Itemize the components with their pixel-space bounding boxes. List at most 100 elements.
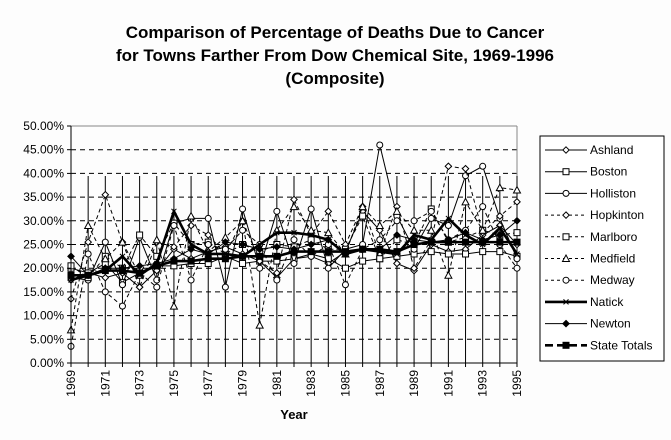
x-tick-label: 1989 xyxy=(407,370,421,397)
legend-label: Marlboro xyxy=(590,230,638,244)
marker-triangle-open xyxy=(426,225,436,234)
marker-circle-open xyxy=(562,189,570,197)
marker-diamond-filled xyxy=(461,228,470,237)
y-tick-label: 15.00% xyxy=(23,285,64,299)
marker-triangle-open xyxy=(375,220,385,230)
marker-triangle-open xyxy=(169,301,179,310)
marker-triangle-open xyxy=(392,206,402,215)
marker-triangle-open xyxy=(186,211,196,220)
marker-x xyxy=(273,229,280,236)
marker-circle-open xyxy=(187,276,195,284)
marker-x xyxy=(496,225,503,231)
legend-item: Natick xyxy=(545,295,624,309)
x-axis: 1969 1971 1973 1975 1977 1979 1981 1983 1985 1987… xyxy=(64,362,524,397)
marker-circle-open xyxy=(118,302,126,310)
marker-square-filled xyxy=(359,245,367,253)
marker-circle-open xyxy=(290,236,298,244)
y-tick-label: 0.00% xyxy=(30,356,64,370)
legend-item: Marlboro xyxy=(545,230,638,244)
marker-x xyxy=(171,208,177,215)
title-line-2: for Towns Farther From Dow Chemical Site… xyxy=(116,46,554,65)
legend-item: Newton xyxy=(545,317,631,331)
marker-diamond-filled xyxy=(495,231,504,239)
marker-square-filled xyxy=(513,238,521,246)
marker-circle-open xyxy=(101,238,109,246)
marker-x xyxy=(308,232,315,238)
marker-x xyxy=(514,251,520,257)
y-axis: 0.00% 5.00% 10.00% 15.00% 20.00% 25.00% 30.00%… xyxy=(23,119,72,370)
marker-circle-open xyxy=(444,222,452,230)
marker-diamond-filled xyxy=(187,245,195,254)
y-tick-label: 5.00% xyxy=(30,332,64,346)
legend-item: Holliston xyxy=(545,186,636,200)
x-tick-label: 1983 xyxy=(304,370,318,397)
marker-square-open xyxy=(562,233,570,241)
x-tick-label: 1969 xyxy=(64,370,78,397)
marker-circle-open xyxy=(376,141,384,149)
marker-triangle-open xyxy=(118,237,127,246)
marker-circle-open xyxy=(118,281,126,289)
marker-diamond-open xyxy=(135,283,144,292)
x-tick-label: 1971 xyxy=(98,370,112,397)
x-tick-label: 1985 xyxy=(338,370,352,397)
marker-diamond-open xyxy=(562,146,570,154)
marker-circle-open xyxy=(462,172,470,180)
legend-item: Hopkinton xyxy=(545,208,644,222)
marker-circle-open xyxy=(324,264,332,272)
marker-circle-open xyxy=(273,207,281,215)
marker-diamond-open xyxy=(170,242,178,251)
marker-square-open xyxy=(444,250,452,258)
marker-x xyxy=(445,215,452,222)
marker-square-open xyxy=(376,255,384,263)
marker-triangle-open xyxy=(409,225,419,234)
marker-square-filled xyxy=(341,248,349,256)
legend-item: State Totals xyxy=(545,338,652,352)
marker-square-filled xyxy=(427,238,435,246)
marker-diamond-open xyxy=(101,190,110,199)
marker-triangle-open xyxy=(289,202,299,211)
marker-square-filled xyxy=(376,245,384,253)
marker-diamond-filled xyxy=(324,235,333,244)
marker-square-open xyxy=(462,250,470,258)
marker-diamond-filled xyxy=(562,319,570,328)
marker-triangle-open xyxy=(561,253,571,262)
series-medfield xyxy=(66,183,522,334)
marker-circle-open xyxy=(170,222,178,230)
x-tick-label: 1977 xyxy=(201,370,215,397)
marker-square-filled xyxy=(239,252,247,260)
marker-square-filled xyxy=(307,248,315,256)
marker-triangle-open xyxy=(238,216,247,225)
marker-square-filled xyxy=(444,238,452,246)
marker-triangle-open xyxy=(358,202,367,211)
legend-label: State Totals xyxy=(590,338,652,352)
marker-circle-open xyxy=(221,283,229,291)
marker-triangle-open xyxy=(444,270,453,279)
marker-circle-open xyxy=(153,283,161,291)
marker-square-filled xyxy=(273,252,281,260)
x-tick-label: 1981 xyxy=(270,370,284,397)
marker-circle-open xyxy=(84,250,92,258)
marker-square-filled xyxy=(496,238,504,246)
marker-diamond-open xyxy=(444,162,453,171)
marker-circle-open xyxy=(376,236,384,244)
marker-triangle-open xyxy=(323,228,333,237)
x-axis-label: Year xyxy=(280,407,307,422)
marker-x xyxy=(563,299,569,305)
y-tick-label: 40.00% xyxy=(23,166,64,180)
marker-square-filled xyxy=(290,248,298,256)
marker-square-open xyxy=(359,257,367,265)
marker-triangle-open xyxy=(306,225,316,234)
title-line-3: (Composite) xyxy=(285,69,384,88)
marker-square-open xyxy=(239,259,247,267)
marker-diamond-filled xyxy=(307,240,316,249)
y-tick-label: 50.00% xyxy=(23,119,64,133)
marker-diamond-open xyxy=(84,238,93,247)
marker-circle-open xyxy=(239,226,247,234)
marker-square-open xyxy=(341,264,349,272)
marker-x xyxy=(291,229,297,236)
marker-circle-open xyxy=(479,162,487,170)
legend-label: Natick xyxy=(590,295,624,309)
x-tick-label: 1979 xyxy=(236,370,250,397)
marker-square-open xyxy=(427,248,435,256)
